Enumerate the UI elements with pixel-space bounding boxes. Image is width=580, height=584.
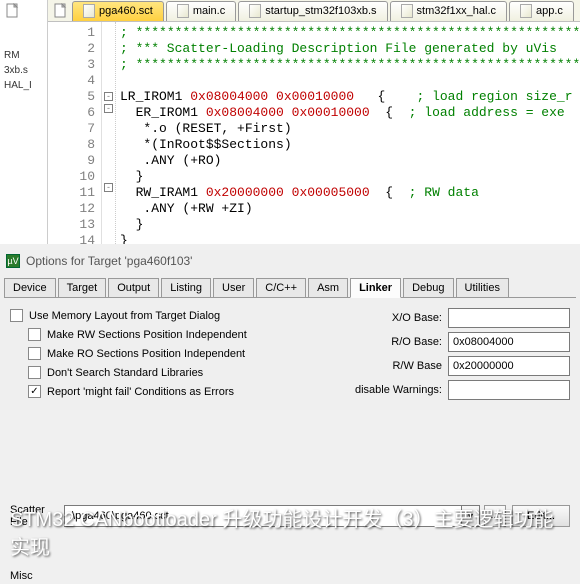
tabs-doc-icon <box>52 2 70 20</box>
file-icon <box>520 4 532 18</box>
browse-button[interactable]: ... <box>484 505 506 527</box>
dialog-tab-listing[interactable]: Listing <box>161 278 211 297</box>
project-gutter: RM3xb.sHAL_I <box>0 0 48 244</box>
check-label: Don't Search Standard Libraries <box>47 367 203 379</box>
dialog-tab-target[interactable]: Target <box>58 278 107 297</box>
check-row[interactable]: Don't Search Standard Libraries <box>10 363 320 382</box>
use-memory-layout-check[interactable]: Use Memory Layout from Target Dialog <box>10 306 320 325</box>
check-label: Make RO Sections Position Independent <box>47 348 245 360</box>
checkbox-icon <box>28 328 41 341</box>
checkbox-icon <box>10 309 23 322</box>
checkbox-icon <box>28 347 41 360</box>
misc-label: Misc <box>10 570 54 582</box>
field-label: R/W Base <box>392 360 442 372</box>
edit-button[interactable]: Edit... <box>512 505 570 527</box>
field-label: R/O Base: <box>391 336 442 348</box>
uvision-icon: µV <box>6 254 20 268</box>
fold-marker[interactable]: - <box>104 183 113 192</box>
fold-marker[interactable]: - <box>104 104 113 113</box>
file-icon <box>401 4 413 18</box>
tab-label: stm32f1xx_hal.c <box>417 5 496 17</box>
dialog-tab-asm[interactable]: Asm <box>308 278 348 297</box>
field-label: disable Warnings: <box>355 384 442 396</box>
dialog-tab-user[interactable]: User <box>213 278 254 297</box>
checkbox-icon: ✓ <box>28 385 41 398</box>
tab-label: pga460.sct <box>99 5 153 17</box>
checkbox-icon <box>28 366 41 379</box>
file-tab[interactable]: pga460.sct <box>72 1 164 21</box>
code-text[interactable]: ; **************************************… <box>116 22 580 244</box>
doc-icon <box>4 2 22 20</box>
project-item[interactable]: RM <box>0 48 42 63</box>
field-label: X/O Base: <box>392 312 442 324</box>
scatter-row: Scatter File .\pga460\pga460.sct ▼ ... E… <box>0 500 580 532</box>
field-row: R/O Base: <box>320 330 570 354</box>
field-input[interactable] <box>448 380 570 400</box>
fold-marker[interactable]: - <box>104 92 113 101</box>
tab-label: app.c <box>536 5 563 17</box>
fold-column[interactable]: - - - <box>102 22 116 244</box>
scatter-label: Scatter File <box>10 504 54 528</box>
dialog-tab-output[interactable]: Output <box>108 278 159 297</box>
use-memory-layout-label: Use Memory Layout from Target Dialog <box>29 310 220 322</box>
file-tab[interactable]: app.c <box>509 1 574 21</box>
editor-area: RM3xb.sHAL_I pga460.sct main.c startup_stm… <box>0 0 580 244</box>
file-tab[interactable]: stm32f1xx_hal.c <box>390 1 507 21</box>
dialog-tab-cc[interactable]: C/C++ <box>256 278 306 297</box>
project-item[interactable]: HAL_I <box>0 78 42 93</box>
field-input[interactable] <box>448 332 570 352</box>
field-row: disable Warnings: <box>320 378 570 402</box>
file-icon <box>177 4 189 18</box>
file-tab[interactable]: startup_stm32f103xb.s <box>238 1 387 21</box>
dialog-tab-utilities[interactable]: Utilities <box>456 278 509 297</box>
scatter-value: .\pga460\pga460.sct <box>69 510 169 522</box>
check-row[interactable]: Make RW Sections Position Independent <box>10 325 320 344</box>
tab-label: startup_stm32f103xb.s <box>265 5 376 17</box>
check-row[interactable]: ✓ Report 'might fail' Conditions as Error… <box>10 382 320 401</box>
file-tab[interactable]: main.c <box>166 1 236 21</box>
dialog-tab-device[interactable]: Device <box>4 278 56 297</box>
dialog-title-bar: µV Options for Target 'pga460f103' <box>0 250 580 272</box>
check-label: Make RW Sections Position Independent <box>47 329 247 341</box>
check-label: Report 'might fail' Conditions as Errors <box>47 386 234 398</box>
code-area[interactable]: 123456789101112131415 - - - ; ************… <box>48 22 580 244</box>
options-dialog: µV Options for Target 'pga460f103' Devic… <box>0 250 580 410</box>
check-row[interactable]: Make RO Sections Position Independent <box>10 344 320 363</box>
file-icon <box>249 4 261 18</box>
dialog-tabs: DeviceTargetOutputListingUserC/C++AsmLin… <box>4 278 576 298</box>
dialog-title: Options for Target 'pga460f103' <box>26 254 192 268</box>
file-tabs: pga460.sct main.c startup_stm32f103xb.s stm… <box>48 0 580 22</box>
dialog-tab-debug[interactable]: Debug <box>403 278 453 297</box>
field-row: X/O Base: <box>320 306 570 330</box>
dropdown-arrow-icon[interactable]: ▼ <box>462 505 480 527</box>
file-icon <box>83 4 95 18</box>
line-numbers: 123456789101112131415 <box>48 22 102 244</box>
dialog-tab-linker[interactable]: Linker <box>350 278 401 298</box>
field-row: R/W Base <box>320 354 570 378</box>
project-item[interactable]: 3xb.s <box>0 63 42 78</box>
field-input[interactable] <box>448 308 570 328</box>
field-input[interactable] <box>448 356 570 376</box>
tab-label: main.c <box>193 5 225 17</box>
scatter-select[interactable]: .\pga460\pga460.sct <box>64 505 462 527</box>
